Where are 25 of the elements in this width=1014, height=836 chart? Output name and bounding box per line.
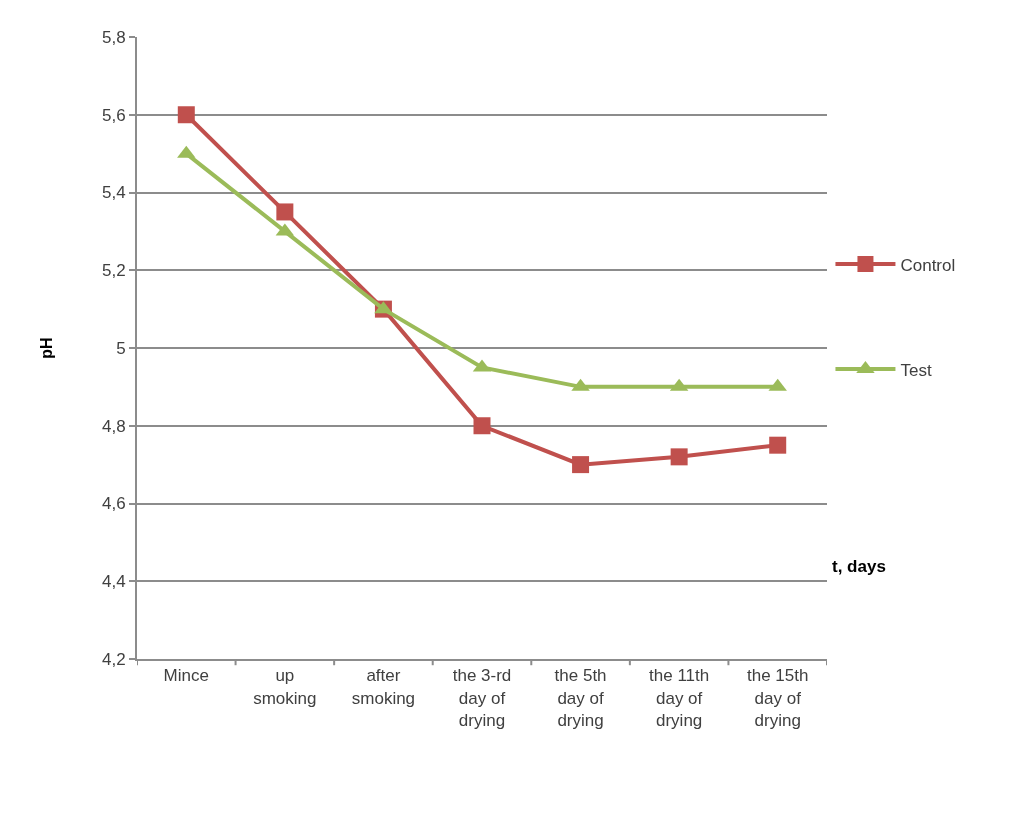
x-tick-label: the 11th day of drying bbox=[649, 666, 710, 730]
y-tick-label: 4,6 bbox=[101, 494, 126, 514]
y-axis-title: pH bbox=[38, 337, 56, 359]
x-tick-label: up smoking bbox=[253, 666, 317, 708]
x-tick-label: the 5th day of drying bbox=[554, 666, 607, 730]
y-tick-label: 5,6 bbox=[101, 105, 126, 125]
point bbox=[276, 203, 294, 221]
legend-label: Control bbox=[900, 255, 956, 275]
legend-label: Test bbox=[900, 360, 932, 380]
point bbox=[572, 456, 590, 474]
y-tick-label: 4,4 bbox=[101, 572, 126, 592]
point bbox=[473, 417, 491, 435]
y-tick-label: 5,8 bbox=[101, 27, 126, 47]
point bbox=[769, 436, 787, 454]
x-axis-title: t, days bbox=[832, 557, 886, 576]
x-tick-label: the 15th day of drying bbox=[746, 666, 809, 730]
y-tick-label: 5,2 bbox=[101, 261, 126, 281]
y-tick-label: 4,2 bbox=[101, 649, 126, 669]
y-tick-label: 5,4 bbox=[101, 183, 126, 203]
point bbox=[670, 448, 688, 466]
x-tick-label: after smoking bbox=[351, 666, 416, 708]
y-tick-label: 5 bbox=[116, 338, 126, 358]
x-tick-label: the 3-rd day of drying bbox=[452, 666, 512, 730]
x-tick-label: Mince bbox=[163, 666, 209, 686]
y-tick-label: 4,8 bbox=[101, 416, 126, 436]
